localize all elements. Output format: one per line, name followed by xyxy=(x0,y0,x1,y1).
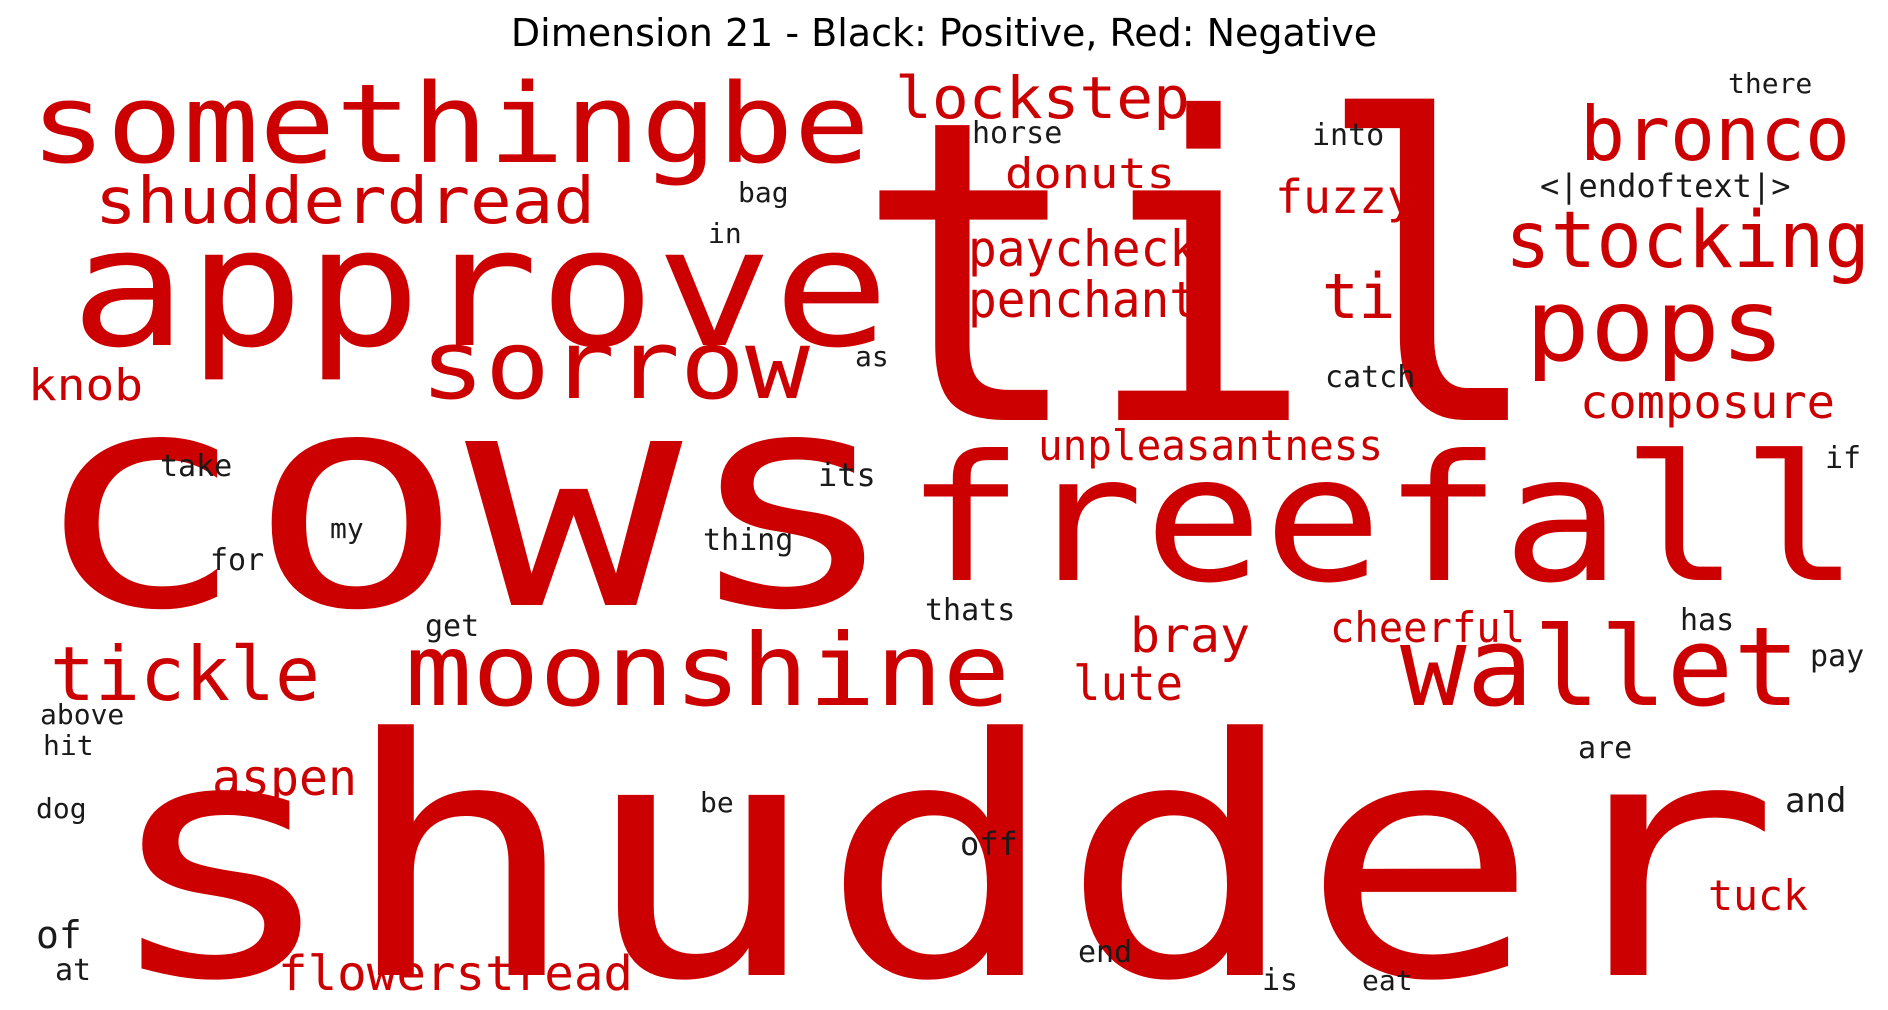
word-bag: bag xyxy=(738,176,789,209)
word-penchant: penchant xyxy=(968,271,1198,329)
word-sorrow: sorrow xyxy=(420,311,811,421)
word-wallet: wallet xyxy=(1400,603,1800,731)
word-unpleasantness: unpleasantness xyxy=(1038,421,1383,470)
word-composure: composure xyxy=(1580,375,1835,429)
word-bronco: bronco xyxy=(1580,90,1850,178)
word-flowerstread: flowerstread xyxy=(278,946,633,1002)
word-for: for xyxy=(210,543,264,578)
word-thing: thing xyxy=(703,523,793,558)
word-into: into xyxy=(1312,118,1384,153)
word-end: end xyxy=(1078,935,1132,970)
word-above: above xyxy=(40,698,124,731)
word-my: my xyxy=(330,512,364,545)
word-if: if xyxy=(1825,441,1861,476)
word-catch: catch xyxy=(1325,360,1415,395)
word-take: take xyxy=(160,449,232,484)
word-get: get xyxy=(425,609,479,644)
word-has: has xyxy=(1680,603,1734,638)
chart-title: Dimension 21 - Black: Positive, Red: Neg… xyxy=(510,11,1378,55)
word-lute: lute xyxy=(1073,656,1183,712)
word-cheerful: cheerful xyxy=(1330,603,1525,652)
word-stocking: stocking xyxy=(1505,196,1870,286)
word-tis: tis xyxy=(1322,260,1432,333)
word-are: are xyxy=(1578,731,1632,766)
word-in: in xyxy=(708,217,742,250)
word-cows: cows xyxy=(30,327,900,676)
word-lockstep: lockstep xyxy=(895,64,1190,132)
word-dog: dog xyxy=(36,792,87,825)
word-shudder: shudder xyxy=(100,669,1780,1010)
word-tickle: tickle xyxy=(50,630,320,718)
word-at: at xyxy=(55,953,91,988)
word-be: be xyxy=(700,786,734,819)
word-its: its xyxy=(818,456,876,494)
word-donuts: donuts xyxy=(1005,149,1175,198)
word-pay: pay xyxy=(1810,639,1864,674)
word-til: til xyxy=(855,31,1545,520)
word-hit: hit xyxy=(43,729,94,762)
word-is: is xyxy=(1262,963,1298,998)
word-tuck: tuck xyxy=(1708,871,1808,920)
word-paycheck: paycheck xyxy=(968,220,1198,278)
word-moonshine: moonshine xyxy=(405,612,1010,729)
word-as: as xyxy=(855,340,889,373)
word-freefall: freefall xyxy=(905,419,1860,622)
word-of: of xyxy=(36,913,82,957)
word-bray: bray xyxy=(1130,608,1250,664)
word-off: off xyxy=(960,825,1018,863)
word-there: there xyxy=(1728,67,1812,100)
word-endoftext: <|endoftext|> xyxy=(1540,167,1790,205)
word-thats: thats xyxy=(925,593,1015,628)
word-knob: knob xyxy=(28,360,143,411)
word-eat: eat xyxy=(1362,964,1413,997)
word-fuzzy: fuzzy xyxy=(1275,170,1415,224)
word-somethingbe: somethingbe xyxy=(30,60,870,188)
word-pops: pops xyxy=(1525,267,1785,384)
word-approve: approve xyxy=(70,192,890,384)
word-shudderdread: shudderdread xyxy=(95,165,595,239)
word-and: and xyxy=(1785,781,1846,821)
word-horse: horse xyxy=(972,116,1062,151)
word-aspen: aspen xyxy=(212,749,357,807)
